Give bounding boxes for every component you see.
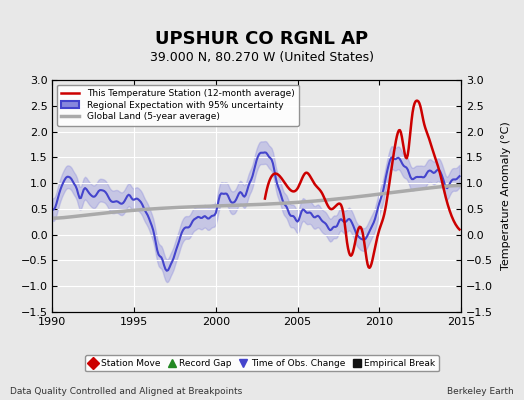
Text: Berkeley Earth: Berkeley Earth	[447, 387, 514, 396]
Text: 39.000 N, 80.270 W (United States): 39.000 N, 80.270 W (United States)	[150, 51, 374, 64]
Text: Data Quality Controlled and Aligned at Breakpoints: Data Quality Controlled and Aligned at B…	[10, 387, 243, 396]
Legend: Station Move, Record Gap, Time of Obs. Change, Empirical Break: Station Move, Record Gap, Time of Obs. C…	[85, 355, 439, 372]
Legend: This Temperature Station (12-month average), Regional Expectation with 95% uncer: This Temperature Station (12-month avera…	[57, 84, 299, 126]
Text: UPSHUR CO RGNL AP: UPSHUR CO RGNL AP	[156, 30, 368, 48]
Y-axis label: Temperature Anomaly (°C): Temperature Anomaly (°C)	[501, 122, 511, 270]
